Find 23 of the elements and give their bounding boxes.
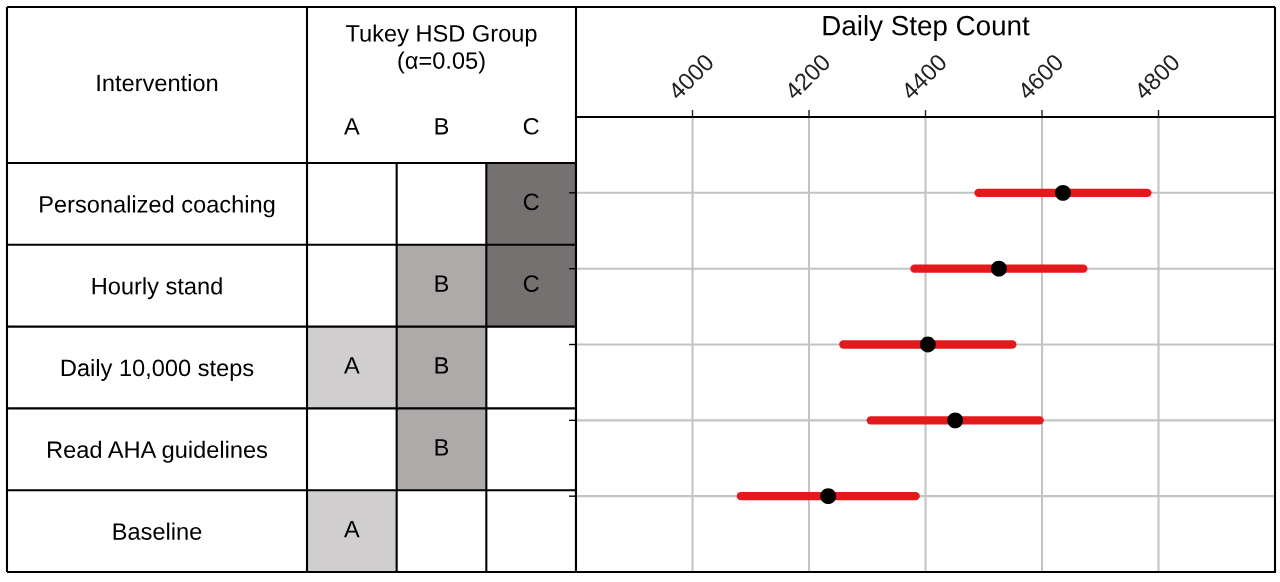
point <box>947 412 964 429</box>
text: C <box>523 193 539 211</box>
x-tick-label: C <box>523 117 539 135</box>
y-tick-label: Daily 10,000 steps <box>61 358 254 381</box>
x-axis-title: Daily Step Count <box>823 15 1030 41</box>
point <box>820 488 837 505</box>
y-tick-label: Baseline <box>113 522 202 540</box>
text: A <box>344 357 360 374</box>
text: A <box>344 520 360 538</box>
point <box>919 336 936 353</box>
y-axis-title: Intervention <box>97 74 218 92</box>
y-tick-label: Hourly stand <box>92 277 222 300</box>
point <box>1055 184 1071 201</box>
text: B <box>435 357 449 374</box>
text: B <box>435 275 449 292</box>
y-tick-label: Personalized coaching <box>40 195 275 218</box>
text: C <box>523 275 539 293</box>
chart-title: Tukey HSD Group (α=0.05) <box>346 24 537 74</box>
x-tick-label: A <box>344 118 360 135</box>
text: B <box>435 439 449 456</box>
y-tick-label: Read AHA guidelines <box>48 440 268 463</box>
point <box>990 260 1007 277</box>
x-tick-label: B <box>435 118 449 135</box>
